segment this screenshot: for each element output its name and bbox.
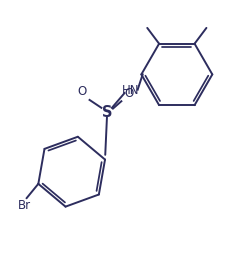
Text: O: O [77,85,86,98]
Text: HN: HN [122,85,139,98]
Text: O: O [125,87,134,100]
Text: Br: Br [18,199,31,212]
Text: S: S [102,105,112,120]
